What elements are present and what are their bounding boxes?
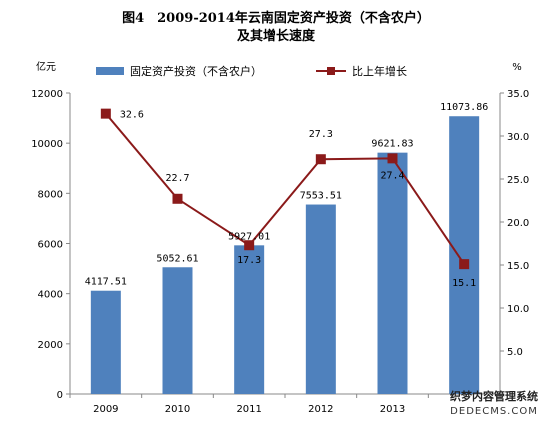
x-tick-label: 2009 (93, 404, 118, 415)
bar (377, 152, 408, 394)
data-labels: 4117.51 5052.61 5927.01 7553.51 9621.83 11073… (85, 102, 488, 289)
right-tick-label: 20.0 (507, 218, 529, 229)
right-axis-unit: % (512, 62, 522, 73)
x-tick-label: 2010 (165, 404, 190, 415)
legend-swatch-marker (327, 67, 335, 75)
bar-data-label: 7553.51 (300, 191, 342, 202)
legend-label-growth: 比上年增长 (352, 64, 407, 78)
line-marker (459, 259, 470, 270)
left-tick-label: 12000 (31, 89, 63, 100)
growth-line (105, 112, 465, 265)
right-tick-label: 10.0 (507, 304, 529, 315)
bar (234, 245, 265, 394)
left-tick-label: 6000 (38, 240, 63, 251)
bar-data-label: 4117.51 (85, 277, 127, 288)
left-tick-label: 4000 (38, 290, 63, 301)
line-marker (387, 153, 398, 164)
left-axis-unit: 亿元 (36, 60, 56, 73)
bar (449, 116, 480, 394)
bar-data-label: 9621.83 (371, 139, 413, 150)
x-tick-label: 2013 (380, 404, 405, 415)
watermark-line2: DEDECMS.COM (450, 406, 538, 417)
legend-swatch-bar (96, 67, 124, 75)
chart-title-line2: 及其增长速度 (237, 28, 316, 44)
left-tick-label: 8000 (38, 189, 63, 200)
axes: 0 2000 4000 6000 8000 10000 12000 5.0 10.0 15.0 20… (31, 89, 529, 415)
bar-data-label: 5052.61 (156, 253, 198, 264)
bar-series (90, 116, 480, 394)
line-marker (244, 240, 255, 251)
legend: 固定资产投资（不含农户） 比上年增长 (96, 64, 407, 78)
chart-title-line1: 图4 2009-2014年云南固定资产投资（不含农户） (122, 10, 430, 26)
x-tick-label: 2012 (308, 404, 333, 415)
watermark: 织梦内容管理系统 DEDECMS.COM (450, 389, 538, 417)
line-data-label: 32.6 (120, 110, 144, 121)
x-tick-label: 2011 (236, 404, 261, 415)
line-data-label: 27.3 (309, 129, 333, 140)
right-tick-label: 25.0 (507, 175, 529, 186)
bar (162, 267, 193, 394)
line-data-label: 15.1 (452, 278, 476, 289)
right-tick-label: 15.0 (507, 261, 529, 272)
left-tick-label: 10000 (31, 139, 63, 150)
right-tick-label: 30.0 (507, 132, 529, 143)
bar (305, 204, 336, 394)
bar (90, 290, 121, 394)
line-marker (172, 193, 183, 204)
bar-data-label: 5927.01 (228, 231, 270, 242)
legend-label-investment: 固定资产投资（不含农户） (130, 64, 262, 78)
left-tick-label: 2000 (38, 340, 63, 351)
line-data-label: 27.4 (380, 170, 404, 181)
watermark-line1: 织梦内容管理系统 (450, 389, 538, 403)
right-tick-label: 5.0 (507, 347, 523, 358)
line-data-label: 17.3 (237, 255, 261, 266)
line-marker (315, 154, 326, 165)
line-series (100, 108, 470, 270)
bar-data-label: 11073.86 (440, 102, 488, 113)
left-tick-label: 0 (57, 390, 63, 401)
line-marker (100, 108, 111, 119)
line-data-label: 22.7 (165, 173, 189, 184)
right-tick-label: 35.0 (507, 89, 529, 100)
